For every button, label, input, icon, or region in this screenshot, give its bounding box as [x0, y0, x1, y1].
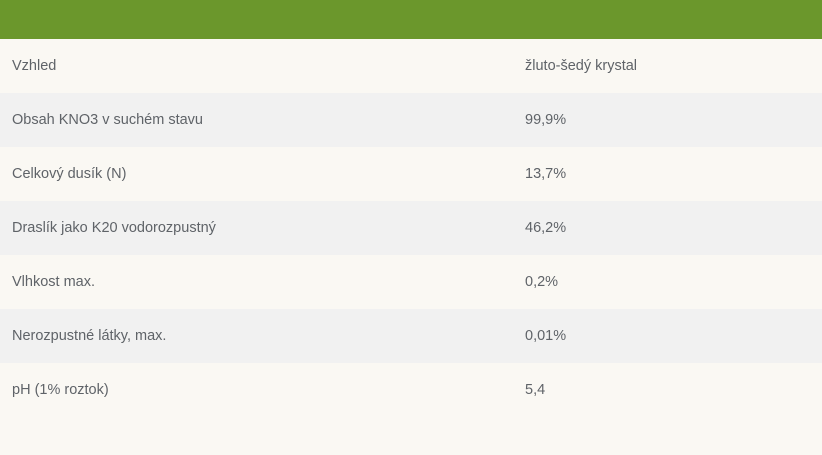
- table-row: Nerozpustné látky, max. 0,01%: [0, 309, 822, 363]
- spec-label: pH (1% roztok): [12, 382, 109, 398]
- table-header-band: [0, 0, 822, 39]
- product-spec-table: Vzhled žluto-šedý krystal Obsah KNO3 v s…: [0, 39, 822, 417]
- spec-value: 99,9%: [525, 112, 567, 128]
- table-row: Celkový dusík (N) 13,7%: [0, 147, 822, 201]
- spec-label: Vzhled: [12, 58, 57, 74]
- spec-value: 0,2%: [525, 274, 559, 290]
- spec-label: Vlhkost max.: [12, 274, 95, 290]
- spec-label: Celkový dusík (N): [12, 166, 127, 182]
- table-row: Obsah KNO3 v suchém stavu 99,9%: [0, 93, 822, 147]
- table-row: pH (1% roztok) 5,4: [0, 363, 822, 417]
- spec-value: 0,01%: [525, 328, 567, 344]
- spec-label: Draslík jako K20 vodorozpustný: [12, 220, 216, 236]
- spec-label: Nerozpustné látky, max.: [12, 328, 167, 344]
- table-row: Vlhkost max. 0,2%: [0, 255, 822, 309]
- spec-value: 13,7%: [525, 166, 567, 182]
- spec-label: Obsah KNO3 v suchém stavu: [12, 112, 203, 128]
- spec-value: 46,2%: [525, 220, 567, 236]
- spec-value: žluto-šedý krystal: [525, 58, 638, 74]
- table-row: Vzhled žluto-šedý krystal: [0, 39, 822, 93]
- table-row: Draslík jako K20 vodorozpustný 46,2%: [0, 201, 822, 255]
- spec-value: 5,4: [525, 382, 546, 398]
